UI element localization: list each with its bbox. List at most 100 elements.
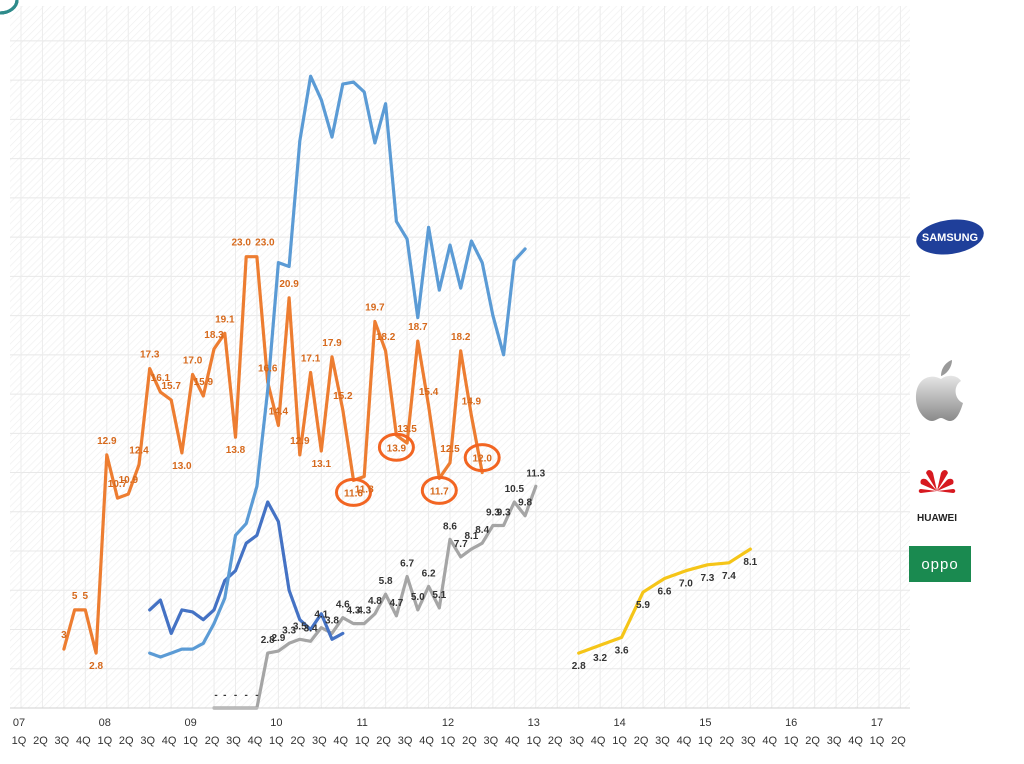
apple-data-label: 11.8 xyxy=(355,485,374,496)
samsung-data-label: 28.8 xyxy=(0,0,10,3)
apple-data-label: 15.4 xyxy=(419,387,439,398)
huawei-data-label: 3.4 xyxy=(304,623,318,634)
samsung-data-label: 22.8 xyxy=(0,0,10,3)
x-tick-label: 1Q xyxy=(698,735,713,747)
oppo-data-label: 8.1 xyxy=(743,557,757,568)
huawei-data-label: 4.7 xyxy=(389,598,403,609)
apple-data-label: 15.9 xyxy=(194,377,214,388)
data-labels: 2.82.62.83.03.03.34.35.68.89.411.316.222… xyxy=(0,0,758,701)
apple-data-label: 15.7 xyxy=(161,381,181,392)
x-year-label: 10 xyxy=(270,717,282,729)
oppo-logo: oppo xyxy=(909,546,971,582)
samsung-data-label: 20.0 xyxy=(0,0,10,3)
apple-data-label: 18.3 xyxy=(204,330,224,341)
x-tick-label: 1Q xyxy=(269,735,284,747)
samsung-data-label: 23.4 xyxy=(0,0,10,3)
huawei-data-label: - xyxy=(245,690,248,701)
huawei-data-label: 6.7 xyxy=(400,559,414,570)
x-tick-label: 4Q xyxy=(248,735,263,747)
huawei-data-label: 5.1 xyxy=(432,590,446,601)
samsung-line xyxy=(148,74,527,659)
apple-data-label: 2.8 xyxy=(89,661,103,672)
apple-data-label: 14.9 xyxy=(462,397,482,408)
apple-data-label: 20.9 xyxy=(279,279,299,290)
samsung-data-label: 30.8 xyxy=(0,0,10,3)
huawei-data-label: 10.5 xyxy=(505,484,525,495)
apple-data-label: 19.7 xyxy=(365,303,385,314)
huawei-data-label: - xyxy=(255,690,258,701)
x-tick-label: 1Q xyxy=(97,735,112,747)
huawei-data-label: 3.3 xyxy=(282,625,296,636)
x-tick-label: 4Q xyxy=(333,735,348,747)
huawei-data-label: 9.8 xyxy=(518,498,532,509)
huawei-data-label: 2.9 xyxy=(271,633,285,644)
x-tick-label: 3Q xyxy=(655,735,670,747)
x-tick-label: 4Q xyxy=(76,735,91,747)
x-tick-label: 1Q xyxy=(784,735,799,747)
huawei-data-label: 3.5 xyxy=(293,621,307,632)
apple-data-label: 11.6 xyxy=(344,488,363,499)
oppo-line xyxy=(577,547,752,655)
legend-logos: SAMSUNG HUAWEI oppo xyxy=(909,219,984,582)
samsung-data-label: 21.3 xyxy=(0,0,10,3)
samsung-data-label: 2.6 xyxy=(0,0,7,3)
samsung-logo: SAMSUNG xyxy=(916,219,984,255)
huawei-data-label: 4.8 xyxy=(368,596,382,607)
samsung-data-label: 4.3 xyxy=(0,0,7,3)
x-tick-label: 2Q xyxy=(548,735,563,747)
samsung-data-label: 18.0 xyxy=(0,0,10,3)
huawei-logo: HUAWEI xyxy=(917,470,957,524)
samsung-data-label: 21.4 xyxy=(0,0,10,3)
x-year-label: 09 xyxy=(184,717,196,729)
apple-data-label: 23.0 xyxy=(255,238,275,249)
x-tick-label: 2Q xyxy=(33,735,48,747)
samsung-data-label: 3.0 xyxy=(0,0,7,3)
apple-data-label: 23.0 xyxy=(231,238,251,249)
apple-data-label: 15.2 xyxy=(333,391,353,402)
huawei-data-label: 6.2 xyxy=(422,568,436,579)
samsung-data-label: 24.5 xyxy=(0,0,10,3)
apple-data-label: 16.1 xyxy=(151,373,171,384)
huawei-data-label: 3.8 xyxy=(325,615,339,626)
x-year-label: 16 xyxy=(785,717,797,729)
x-tick-label: 3Q xyxy=(569,735,584,747)
x-tick-label: 4Q xyxy=(677,735,692,747)
x-year-label: 07 xyxy=(13,717,25,729)
oppo-data-label: 5.9 xyxy=(636,600,650,611)
apple-data-label: 12.5 xyxy=(440,444,460,455)
samsung-data-label: 16.2 xyxy=(0,0,10,3)
samsung-data-label: 2.8 xyxy=(0,0,7,3)
x-year-label: 08 xyxy=(99,717,111,729)
x-tick-label: 4Q xyxy=(162,735,177,747)
huawei-data-label: 11.3 xyxy=(526,468,545,479)
samsung-logo-text: SAMSUNG xyxy=(922,232,978,244)
x-tick-label: 3Q xyxy=(398,735,413,747)
apple-data-label: 17.1 xyxy=(301,354,321,365)
oppo-data-label: 6.6 xyxy=(658,587,672,598)
apple-data-label: 17.9 xyxy=(322,338,342,349)
apple-data-label: 12.9 xyxy=(290,436,310,447)
samsung-data-label: 5.6 xyxy=(0,0,7,3)
x-tick-label: 1Q xyxy=(355,735,370,747)
huawei-data-label: - xyxy=(223,690,226,701)
apple-data-label: 13.1 xyxy=(312,459,332,470)
samsung-data-label: 22.5 xyxy=(0,0,10,3)
x-year-label: 15 xyxy=(699,717,711,729)
x-tick-label: 3Q xyxy=(312,735,327,747)
oppo-data-label: 2.8 xyxy=(572,661,586,672)
huawei-data-label: 9.3 xyxy=(486,508,500,519)
x-tick-label: 2Q xyxy=(634,735,649,747)
x-tick-label: 2Q xyxy=(891,735,906,747)
x-tick-label: 2Q xyxy=(291,735,306,747)
huawei-data-label: 9.3 xyxy=(497,508,511,519)
apple-data-label: 13.0 xyxy=(172,461,192,472)
x-tick-label: 2Q xyxy=(119,735,134,747)
samsung-data-label: 28.9 xyxy=(0,0,10,3)
highlight-circle xyxy=(420,475,458,505)
x-tick-label: 4Q xyxy=(762,735,777,747)
apple-data-label: 18.7 xyxy=(408,322,428,333)
x-tick-label: 3Q xyxy=(827,735,842,747)
huawei-logo-text: HUAWEI xyxy=(917,513,957,524)
x-year-label: 12 xyxy=(442,717,454,729)
